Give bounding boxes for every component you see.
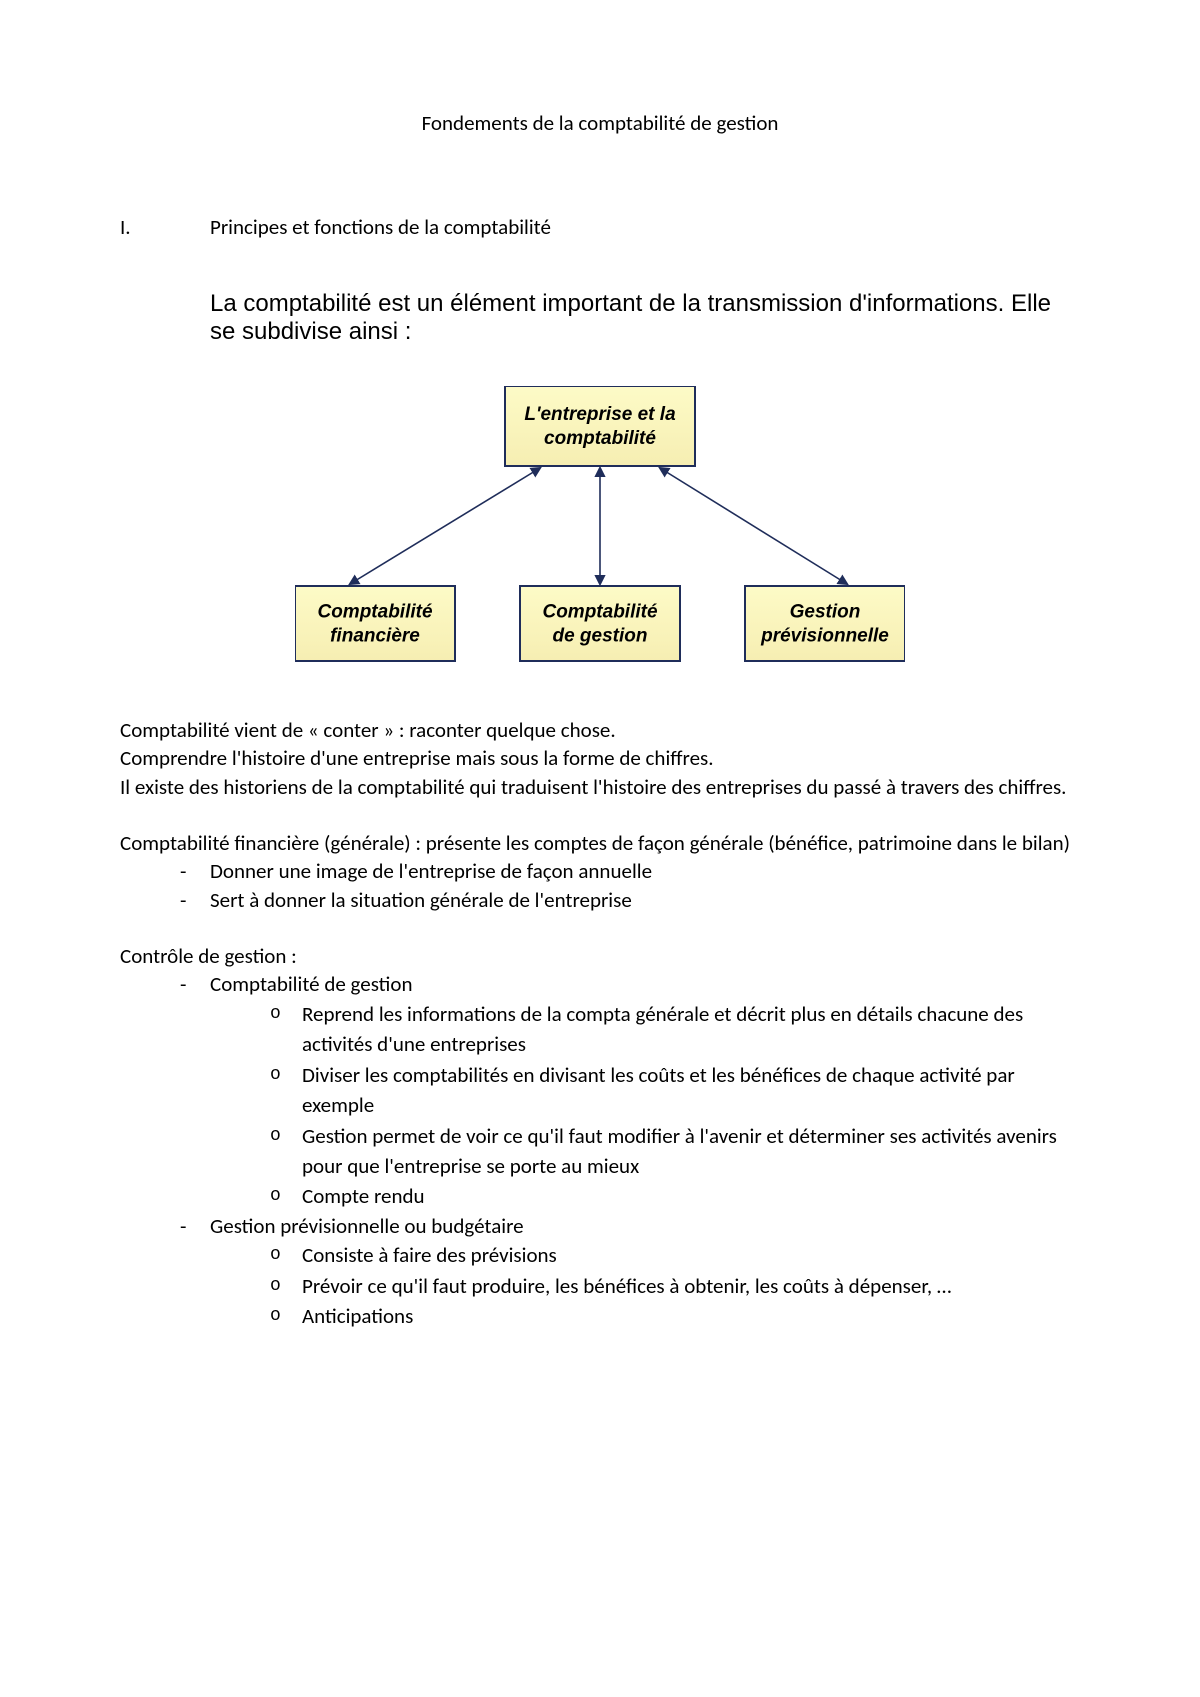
list-item: Gestion prévisionnelle ou budgétaire Con… (180, 1212, 1080, 1332)
diagram-edge (660, 468, 847, 584)
section-number: I. (120, 214, 210, 240)
list-item: Consiste à faire des prévisions (270, 1240, 1080, 1270)
diagram-edge (350, 468, 540, 584)
diagram: L'entreprise et la comptabilité Comptabili… (120, 386, 1080, 666)
list-item: Sert à donner la situation générale de l… (180, 886, 1080, 914)
diagram-node-gest: Comptabilité de gestion (520, 586, 680, 661)
text-line: Contrôle de gestion : (120, 942, 1080, 970)
tree-diagram: L'entreprise et la comptabilité Comptabili… (295, 386, 905, 666)
intro-line: La comptabilité est un élément important… (210, 290, 1080, 346)
svg-text:comptabilité: comptabilité (544, 428, 656, 449)
paragraph-financiere: Comptabilité financière (générale) : pré… (120, 829, 1080, 914)
svg-text:Comptabilité: Comptabilité (317, 602, 432, 623)
svg-text:Comptabilité: Comptabilité (542, 602, 657, 623)
list-item: Reprend les informations de la compta gé… (270, 999, 1080, 1060)
list-item: Comptabilité de gestion Reprend les info… (180, 970, 1080, 1211)
list-item-label: Gestion prévisionnelle ou budgétaire (210, 1213, 524, 1239)
text-line: Comptabilité financière (générale) : pré… (120, 829, 1080, 857)
bullet-list: Donner une image de l'entreprise de faço… (120, 857, 1080, 914)
svg-text:L'entreprise et la: L'entreprise et la (524, 404, 676, 425)
svg-text:prévisionnelle: prévisionnelle (760, 626, 889, 647)
svg-text:de gestion: de gestion (552, 626, 647, 647)
paragraph-origin: Comptabilité vient de « conter » : racon… (120, 716, 1080, 801)
text-line: Comprendre l'histoire d'une entreprise m… (120, 744, 1080, 772)
diagram-node-root: L'entreprise et la comptabilité (505, 386, 695, 466)
list-item: Diviser les comptabilités en divisant le… (270, 1060, 1080, 1121)
sub-bullet-list: Reprend les informations de la compta gé… (210, 999, 1080, 1212)
paragraph-controle: Contrôle de gestion : Comptabilité de ge… (120, 942, 1080, 1331)
diagram-node-prev: Gestion prévisionnelle (745, 586, 905, 661)
list-item: Compte rendu (270, 1181, 1080, 1211)
text-line: Comptabilité vient de « conter » : racon… (120, 716, 1080, 744)
list-item: Prévoir ce qu'il faut produire, les béné… (270, 1271, 1080, 1301)
spacer (120, 801, 1080, 829)
list-item-label: Comptabilité de gestion (210, 971, 413, 997)
list-item: Donner une image de l'entreprise de faço… (180, 857, 1080, 885)
page-title: Fondements de la comptabilité de gestion (120, 110, 1080, 136)
page: Fondements de la comptabilité de gestion… (0, 0, 1200, 1331)
svg-text:Gestion: Gestion (790, 602, 861, 623)
section-heading-text: Principes et fonctions de la comptabilit… (210, 214, 551, 240)
bullet-list: Comptabilité de gestion Reprend les info… (120, 970, 1080, 1331)
list-item: Anticipations (270, 1301, 1080, 1331)
svg-text:financière: financière (330, 626, 420, 647)
text-line: Il existe des historiens de la comptabil… (120, 773, 1080, 801)
list-item: Gestion permet de voir ce qu'il faut mod… (270, 1121, 1080, 1182)
sub-bullet-list: Consiste à faire des prévisions Prévoir … (210, 1240, 1080, 1331)
section-heading: I. Principes et fonctions de la comptabi… (120, 214, 1080, 240)
spacer (120, 914, 1080, 942)
diagram-node-fin: Comptabilité financière (295, 586, 455, 661)
